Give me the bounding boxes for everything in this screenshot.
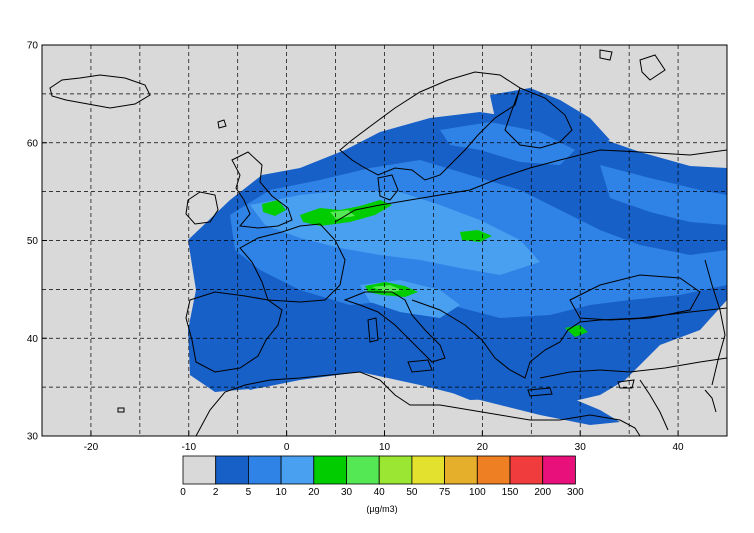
coastline-iberia [185, 291, 283, 373]
coastlines [49, 49, 727, 436]
coastline-denmark [377, 174, 399, 201]
coastline-finland [504, 87, 573, 149]
coastline-great-britain [231, 151, 293, 229]
legend-tick-label: 30 [341, 487, 353, 498]
x-tick-label: 0 [284, 442, 290, 453]
coastline-novaya-frag [639, 54, 666, 81]
legend-tick-label: 50 [406, 487, 418, 498]
legend-swatch [378, 455, 413, 485]
hotspot-level-30-po-valley [372, 285, 402, 293]
coastline-caspian [704, 259, 726, 386]
legend-tick-label: 2 [213, 487, 219, 498]
coastline-scandinavia [339, 71, 521, 181]
coastline-black-sea [569, 274, 701, 321]
legend-swatch [411, 455, 445, 485]
plume-level-2-med-band [235, 348, 620, 425]
legend-swatch [215, 455, 249, 485]
coastline-ireland [185, 191, 219, 225]
coastline-sinai [639, 379, 669, 431]
coastline-france [239, 223, 346, 303]
x-tick-label: 20 [477, 442, 489, 453]
y-tick-label: 30 [27, 432, 39, 443]
legend-swatch [509, 455, 544, 485]
legend-swatch [542, 455, 576, 485]
coastline-crete [527, 387, 553, 397]
legend-tick-label: 40 [374, 487, 386, 498]
legend-tick-label: 100 [469, 487, 486, 498]
legend-tick-label: 200 [534, 487, 551, 498]
concentration-field [42, 45, 727, 436]
x-tick-label: 30 [575, 442, 587, 453]
x-tick-label: -20 [84, 442, 99, 453]
grid-lines [42, 45, 727, 436]
y-tick-label: 60 [27, 138, 39, 149]
legend-tick-label: 20 [308, 487, 320, 498]
coastline-sardinia [367, 317, 379, 343]
coastline-iceland [49, 74, 151, 109]
legend-tick-label-last: 300 [567, 487, 584, 498]
coastline-north-mainland [334, 149, 727, 223]
legend-swatch [280, 455, 315, 485]
legend-tick-label: 0 [180, 487, 186, 498]
legend-tick-label: 75 [439, 487, 451, 498]
coastline-sicily [407, 359, 433, 373]
legend-tick-label: 150 [502, 487, 519, 498]
legend-swatch [313, 455, 347, 485]
coastline-north-africa [195, 371, 641, 436]
y-tick-label: 70 [27, 41, 39, 52]
legend-tick-label: 10 [276, 487, 288, 498]
coastline-turkey-south [539, 357, 727, 379]
hotspot-level-30-benelux [330, 210, 355, 219]
plume-level-5-east [600, 165, 727, 225]
coastline-red-sea [704, 389, 717, 413]
colorbar-legend: 0 2 5 10 20 30 40 50 75 100 150 200 300 [180, 455, 584, 498]
legend-swatch [247, 455, 282, 485]
x-tick-label: -10 [182, 442, 197, 453]
x-tick-label: 40 [673, 442, 685, 453]
coastline-italy [343, 291, 446, 363]
legend-unit-label: (µg/m3) [366, 504, 397, 514]
legend-swatch [346, 455, 380, 485]
y-axis: 30 40 50 60 70 [27, 41, 47, 443]
y-tick-label: 40 [27, 334, 39, 345]
plume-level-2-north [490, 88, 610, 150]
x-tick-label: 10 [379, 442, 391, 453]
legend-swatch [182, 455, 217, 485]
legend-tick-label: 5 [246, 487, 252, 498]
hotspot-level-20-poland [460, 230, 492, 242]
coastline-canary [117, 407, 125, 413]
legend-swatch [476, 455, 511, 485]
legend-swatch [444, 455, 478, 485]
coastline-svalbard-frag [599, 49, 613, 61]
plume-level-5-north [440, 122, 575, 165]
y-tick-label: 50 [27, 236, 39, 247]
coastline-faroe [217, 119, 227, 129]
hotspot-level-20-uk [262, 200, 286, 216]
x-axis: -20 -10 0 10 20 30 40 [84, 431, 684, 453]
coastline-cyprus [617, 379, 635, 389]
